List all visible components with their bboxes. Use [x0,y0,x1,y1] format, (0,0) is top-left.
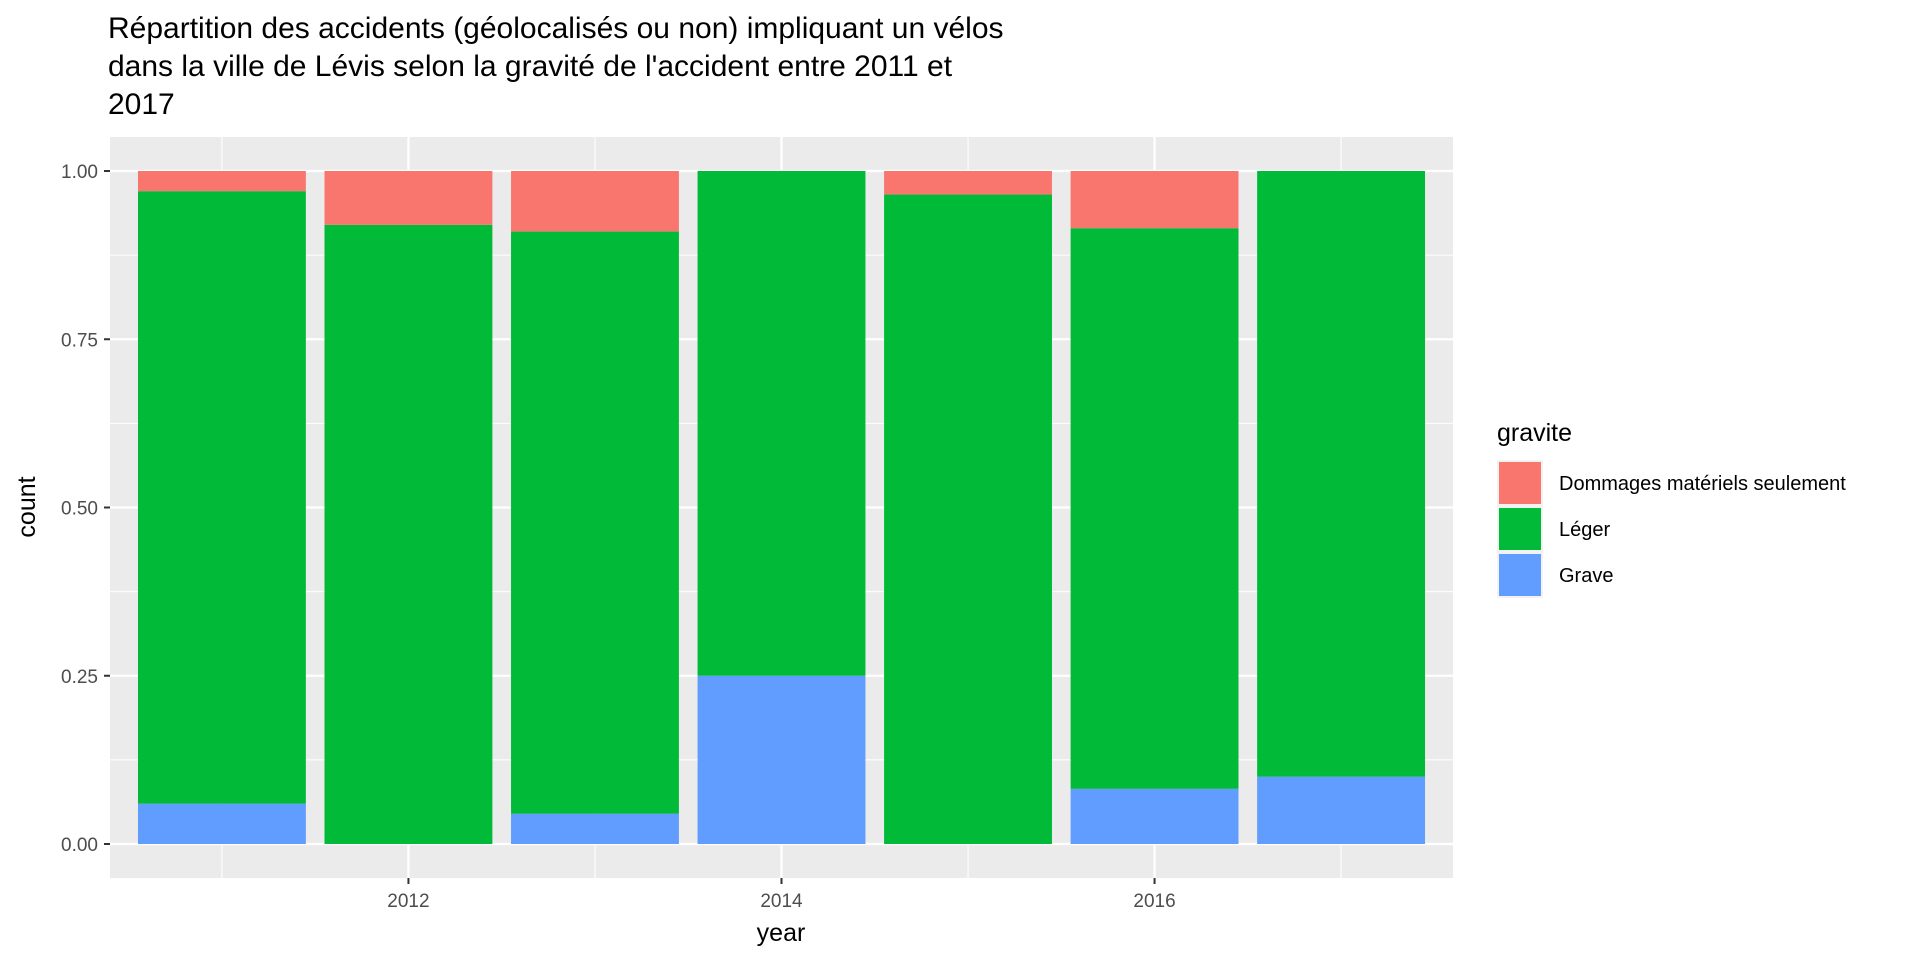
x-tick-label: 2012 [387,891,429,912]
legend-title: gravite [1497,419,1572,447]
bar-segment [137,803,306,844]
legend-swatch [1499,554,1541,596]
bar-segment [324,171,493,225]
chart-title: Répartition des accidents (géolocalisés … [108,12,1004,121]
y-axis: 0.00 0.25 0.50 0.75 1.00 [61,162,110,856]
bar-segment [697,171,866,676]
legend-label: Léger [1559,519,1610,541]
x-tick-label: 2016 [1133,891,1175,912]
y-tick-label: 0.25 [61,667,98,688]
bar-segment [697,675,866,844]
y-axis-title: count [13,476,41,537]
x-axis-title: year [757,919,806,947]
bar-segment [137,171,306,192]
title-line: Répartition des accidents (géolocalisés … [108,12,1004,45]
legend-label: Dommages matériels seulement [1559,473,1846,495]
x-axis: 2012 2014 2016 [387,878,1176,912]
legend: gravite Dommages matériels seulement Lége… [1497,419,1846,598]
bar-segment [511,171,679,232]
bars [137,171,1426,845]
bar-segment [1257,776,1426,844]
bar-segment [884,194,1052,844]
y-tick-label: 0.50 [61,499,98,520]
legend-label: Grave [1559,565,1613,587]
bar-segment [1257,171,1426,777]
bar-segment [511,231,679,814]
bar-segment [884,171,1052,195]
bar-segment [1070,788,1239,844]
bar-segment [1070,171,1239,229]
bar-segment [324,224,493,845]
x-tick-label: 2014 [760,891,803,912]
y-tick-label: 0.75 [61,330,98,351]
y-tick-label: 1.00 [61,162,98,183]
bar-segment [1070,228,1239,789]
y-tick-label: 0.00 [61,835,98,856]
bar-segment [137,191,306,804]
legend-swatch [1499,508,1541,550]
legend-swatch [1499,462,1541,504]
bar-segment [511,813,679,844]
title-line: dans la ville de Lévis selon la gravité … [108,50,953,83]
title-line: 2017 [108,88,175,121]
